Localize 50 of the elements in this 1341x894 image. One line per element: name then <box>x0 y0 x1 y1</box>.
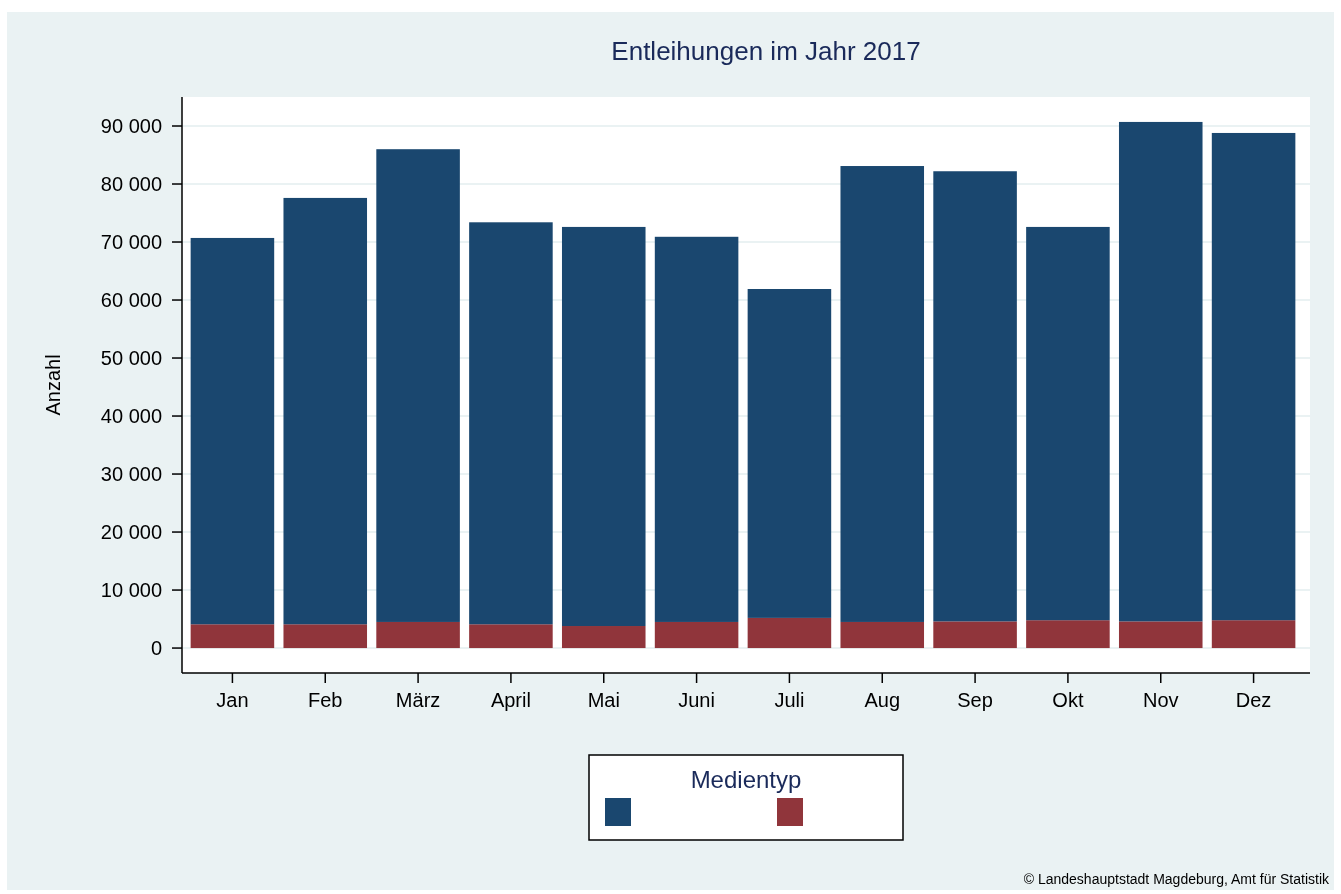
bar <box>469 222 553 625</box>
y-tick-label: 80 000 <box>100 173 162 196</box>
bar <box>561 626 646 649</box>
x-tick-label: Feb <box>308 689 343 711</box>
text: © Landeshauptstadt Magdeburg, Amt für Statistik <box>1023 871 1330 887</box>
y-tick-label: 70 000 <box>100 231 162 254</box>
bar <box>1211 132 1296 621</box>
bar <box>654 621 739 649</box>
bar <box>283 624 368 649</box>
bar <box>840 621 925 649</box>
bar <box>933 171 1017 622</box>
bar <box>1118 621 1203 649</box>
x-tick-label: März <box>395 689 441 711</box>
bar <box>561 226 646 627</box>
x-tick-label: Juli <box>774 689 805 711</box>
y-tick-label: 0 <box>150 637 162 660</box>
bar <box>654 236 739 622</box>
y-tick-label: 30 000 <box>100 463 162 486</box>
bar <box>1026 226 1110 621</box>
legend-title: Medientyp <box>690 766 802 793</box>
x-tick-label: Jan <box>216 689 249 711</box>
chart-title: Entleihungen im Jahr 2017 <box>611 36 921 66</box>
bar <box>283 197 368 625</box>
bar <box>1026 620 1110 649</box>
bar <box>190 624 275 649</box>
x-tick-label: April <box>490 689 531 711</box>
bar <box>1211 620 1296 649</box>
y-tick-label: 40 000 <box>100 405 162 428</box>
bar <box>747 617 832 649</box>
y-tick-label: 90 000 <box>100 115 162 137</box>
bar <box>376 621 460 649</box>
x-tick-label: Dez <box>1235 689 1272 711</box>
y-tick-label: 20 000 <box>100 521 162 544</box>
x-tick-label: Aug <box>864 689 901 711</box>
y-tick-label: 60 000 <box>100 289 162 312</box>
bar <box>933 621 1017 649</box>
x-tick-label: Mai <box>587 689 620 711</box>
y-axis-title: Anzahl <box>42 354 64 416</box>
bar <box>1118 121 1203 622</box>
y-tick-label: 10 000 <box>100 579 162 602</box>
bar <box>190 237 275 625</box>
x-tick-label: Juni <box>678 689 715 711</box>
bar <box>747 289 832 618</box>
x-tick-label: Okt <box>1052 689 1084 711</box>
bar <box>376 149 460 622</box>
bar <box>840 166 925 622</box>
y-tick-label: 50 000 <box>100 347 162 370</box>
x-tick-label: Sep <box>957 689 993 711</box>
x-tick-label: Nov <box>1142 689 1179 711</box>
bar <box>469 624 553 649</box>
